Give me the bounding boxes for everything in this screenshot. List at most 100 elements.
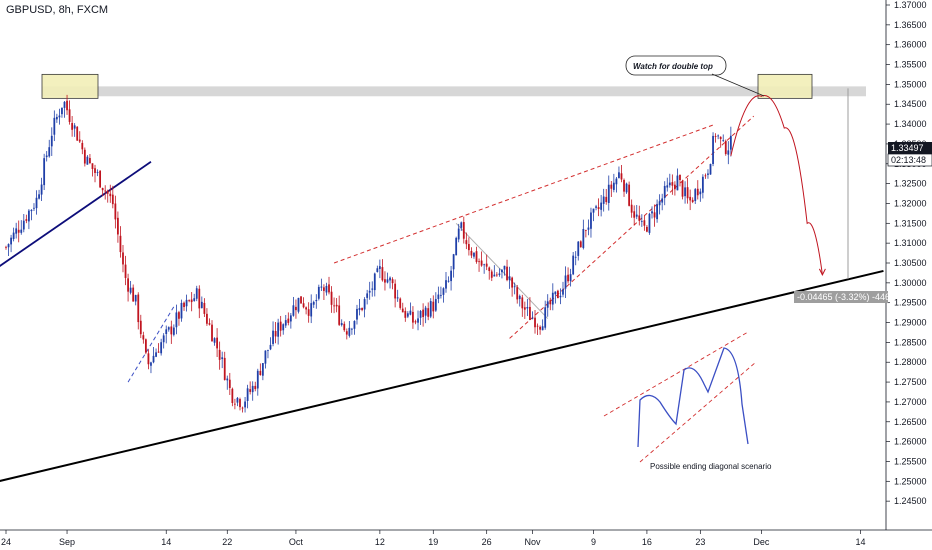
sketch-lower-line (639, 361, 757, 463)
candle-body (508, 276, 511, 281)
candle-body (696, 188, 699, 196)
candle-body (600, 202, 603, 210)
candle-body (727, 150, 730, 155)
last-price-text: 1.33497 (891, 143, 924, 153)
candle-body (195, 288, 198, 299)
candle-body (25, 219, 28, 221)
candle-body (178, 312, 180, 319)
candle-body (686, 187, 689, 199)
price-axis[interactable]: 1.24500 1.25000 1.25500 1.26000 1.26500 1.270… (885, 0, 927, 530)
candle-body (162, 335, 165, 343)
candle-body (50, 135, 53, 147)
candle-body (272, 330, 274, 344)
candle-body (717, 135, 720, 137)
candle-body (330, 291, 333, 305)
candle-body (633, 211, 636, 218)
candle-body (729, 135, 732, 150)
y-tick-label: 1.30000 (894, 278, 927, 288)
candle-body (310, 303, 313, 317)
candle-body (282, 324, 285, 331)
candle-body (147, 353, 150, 365)
wedge-upper-line (333, 123, 716, 264)
candle-body (254, 385, 257, 390)
candle-body (287, 318, 290, 323)
candle-body (485, 263, 488, 267)
candle-body (236, 397, 239, 403)
candle-body (246, 388, 249, 401)
candle-body (709, 164, 712, 175)
candle-body (539, 326, 541, 330)
candle-body (628, 184, 631, 206)
candle-body (618, 172, 620, 178)
candle-body (381, 267, 384, 281)
double-top-label: Watch for double top (633, 62, 713, 71)
y-tick-label: 1.30500 (894, 258, 927, 268)
candle-body (495, 274, 498, 276)
candle-body (699, 191, 702, 195)
candle-body (452, 254, 455, 270)
candle-body (142, 335, 145, 340)
candle-body (651, 211, 653, 214)
candle-body (518, 295, 521, 300)
candle-body (320, 286, 323, 288)
y-tick-label: 1.27000 (894, 397, 927, 407)
candle-body (78, 139, 81, 142)
candles-layer (5, 94, 732, 413)
candle-body (404, 310, 407, 318)
countdown-tag: 02:13:48 (887, 153, 932, 167)
candle-body (343, 323, 346, 331)
candle-body (663, 185, 666, 199)
candle-body (203, 302, 206, 314)
candle-body (190, 299, 193, 303)
support-trendline (0, 269, 884, 482)
candle-body (101, 187, 104, 191)
y-tick-label: 1.26500 (894, 417, 927, 427)
candle-body (529, 306, 531, 320)
candle-body (534, 317, 536, 328)
candle-body (546, 301, 549, 308)
candle-body (193, 298, 196, 301)
candle-body (450, 270, 452, 282)
candle-body (620, 173, 623, 180)
sketch-wave (637, 347, 749, 448)
candle-body (536, 325, 539, 327)
candle-body (251, 385, 254, 393)
y-tick-label: 1.25000 (894, 476, 927, 486)
candle-body (10, 237, 12, 245)
candle-body (83, 149, 86, 164)
candle-body (470, 250, 473, 256)
resistance-zone (42, 86, 866, 97)
candle-body (353, 320, 356, 329)
y-tick-label: 1.32500 (894, 179, 927, 189)
candle-body (592, 208, 595, 213)
candle-body (356, 308, 358, 320)
candle-body (643, 220, 646, 226)
candle-body (305, 307, 308, 310)
time-axis[interactable]: 24 Sep 14 22 Oct 12 19 26 Nov 9 16 23 Dec 14 (0, 529, 932, 547)
candle-body (363, 299, 366, 310)
candle-body (371, 288, 374, 290)
candle-body (656, 204, 658, 220)
candle-body (590, 212, 592, 229)
candle-body (440, 294, 442, 296)
candle-body (137, 294, 140, 323)
candle-body (653, 212, 656, 218)
candle-body (483, 264, 486, 266)
candle-body (488, 267, 491, 272)
candle-body (399, 298, 402, 308)
candle-body (610, 184, 613, 189)
candle-body (457, 228, 460, 240)
candle-body (396, 297, 399, 299)
candle-body (239, 399, 241, 408)
candle-body (551, 292, 554, 305)
y-tick-label: 1.32000 (894, 198, 927, 208)
y-tick-label: 1.28000 (894, 357, 927, 367)
measure-tag: -0.04465 (-3.32%) -446 (794, 291, 890, 303)
candle-body (521, 297, 524, 309)
candle-body (20, 229, 23, 233)
candle-body (640, 221, 643, 222)
candle-body (256, 370, 259, 389)
candle-body (48, 147, 51, 157)
candle-body (587, 227, 590, 230)
